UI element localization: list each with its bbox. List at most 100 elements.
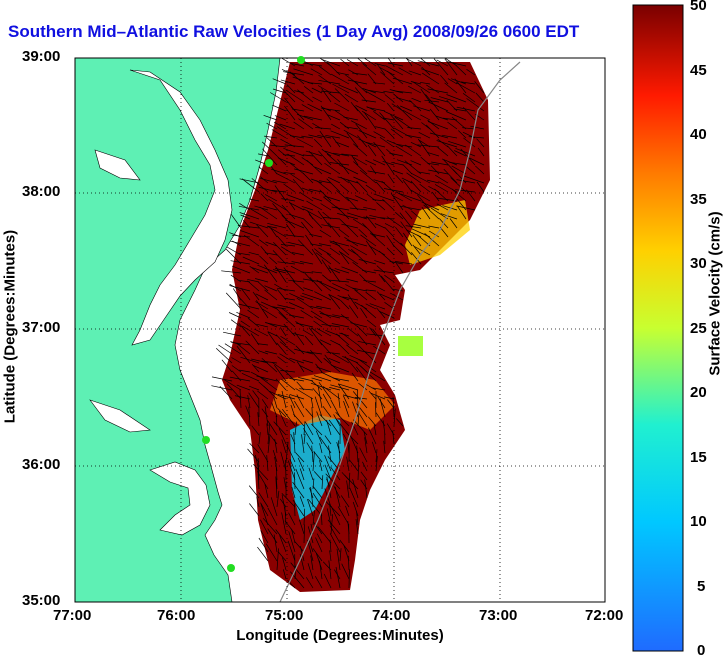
velocity-vector bbox=[267, 434, 271, 454]
velocity-vector bbox=[345, 431, 359, 445]
velocity-vector bbox=[349, 207, 368, 211]
velocity-vector bbox=[282, 569, 287, 580]
velocity-vector bbox=[352, 218, 368, 229]
velocity-vector bbox=[414, 246, 431, 256]
velocity-vector bbox=[383, 188, 404, 193]
velocity-vector bbox=[323, 217, 341, 220]
velocity-vector bbox=[294, 421, 297, 436]
velocity-vector bbox=[283, 234, 305, 238]
velocity-vector bbox=[276, 173, 296, 184]
velocity-vector bbox=[290, 106, 305, 121]
velocity-vector bbox=[311, 377, 323, 382]
velocity-vector bbox=[252, 291, 260, 301]
velocity-vector bbox=[340, 495, 350, 508]
velocity-vector bbox=[364, 437, 368, 454]
velocity-vector bbox=[282, 557, 287, 571]
velocity-vector bbox=[357, 58, 368, 67]
velocity-vector bbox=[433, 58, 449, 76]
velocity-vector bbox=[368, 390, 377, 400]
velocity-vector bbox=[394, 127, 413, 139]
velocity-vector bbox=[369, 303, 386, 310]
velocity-vector bbox=[367, 170, 386, 175]
velocity-vector bbox=[458, 130, 467, 139]
velocity-vector bbox=[283, 323, 296, 337]
velocity-vector bbox=[452, 62, 467, 76]
velocity-vector bbox=[264, 252, 278, 256]
velocity-vector bbox=[348, 472, 351, 490]
velocity-vector bbox=[276, 490, 280, 508]
velocity-vector bbox=[376, 307, 386, 319]
colorbar-tick-label: 20 bbox=[690, 384, 707, 401]
velocity-vector bbox=[363, 280, 377, 283]
velocity-vector bbox=[221, 270, 242, 274]
velocity-vector bbox=[454, 78, 467, 94]
velocity-vector bbox=[311, 87, 323, 94]
velocity-vector bbox=[314, 291, 332, 301]
velocity-vector bbox=[453, 108, 467, 112]
velocity-vector bbox=[242, 325, 260, 337]
velocity-vector bbox=[373, 269, 395, 274]
velocity-vector bbox=[276, 478, 278, 490]
velocity-vector bbox=[240, 214, 251, 220]
velocity-vector bbox=[260, 360, 278, 364]
velocity-vector bbox=[294, 541, 305, 553]
velocity-vector bbox=[365, 289, 377, 292]
velocity-vector bbox=[420, 68, 440, 76]
velocity-vector bbox=[240, 230, 260, 238]
velocity-vector bbox=[238, 322, 251, 337]
velocity-vector bbox=[239, 298, 251, 310]
velocity-vector bbox=[460, 81, 476, 85]
velocity-vector bbox=[370, 165, 377, 175]
velocity-vector bbox=[444, 82, 458, 94]
velocity-vector bbox=[462, 106, 476, 121]
velocity-vector bbox=[321, 475, 324, 490]
velocity-vector bbox=[322, 386, 341, 400]
velocity-vector bbox=[440, 74, 449, 85]
velocity-vector bbox=[356, 403, 368, 418]
velocity-vector bbox=[353, 143, 368, 157]
velocity-vector bbox=[234, 395, 251, 400]
velocity-vector bbox=[294, 90, 305, 94]
velocity-vector bbox=[260, 504, 269, 526]
velocity-vector bbox=[430, 97, 449, 103]
velocity-vector bbox=[266, 122, 278, 130]
velocity-field bbox=[222, 62, 490, 592]
velocity-vector bbox=[398, 67, 413, 76]
velocity-vector bbox=[344, 93, 359, 103]
velocity-vector bbox=[315, 252, 332, 265]
velocity-vector bbox=[297, 89, 314, 103]
velocity-vector bbox=[372, 199, 386, 202]
velocity-vector bbox=[353, 176, 368, 184]
velocity-vector bbox=[330, 384, 350, 391]
velocity-vector bbox=[345, 196, 359, 202]
velocity-vector bbox=[277, 261, 296, 265]
velocity-vector bbox=[231, 357, 242, 364]
velocity-vector bbox=[303, 524, 305, 544]
velocity-vector bbox=[308, 188, 323, 193]
velocity-vector bbox=[330, 399, 341, 418]
velocity-vector bbox=[400, 221, 413, 238]
velocity-vector bbox=[392, 397, 395, 418]
velocity-vector bbox=[346, 132, 359, 148]
velocity-vector bbox=[307, 498, 314, 517]
velocity-vector bbox=[248, 198, 260, 202]
velocity-vector bbox=[436, 140, 458, 148]
velocity-vector bbox=[299, 388, 314, 391]
velocity-vector bbox=[276, 235, 287, 247]
velocity-vector bbox=[396, 97, 413, 103]
velocity-vector bbox=[259, 206, 278, 220]
velocity-vector bbox=[350, 245, 368, 256]
velocity-vector bbox=[400, 105, 413, 112]
velocity-vector bbox=[257, 467, 260, 490]
velocity-vector bbox=[429, 132, 449, 139]
velocity-vector bbox=[318, 65, 332, 76]
velocity-vector bbox=[311, 423, 323, 436]
y-tick-label: 35:00 bbox=[22, 592, 61, 609]
velocity-vector bbox=[270, 92, 287, 103]
velocity-vector bbox=[341, 332, 359, 346]
velocity-vector bbox=[304, 335, 314, 346]
velocity-vector bbox=[357, 349, 377, 355]
velocity-vector bbox=[324, 354, 332, 364]
velocity-vector bbox=[247, 448, 260, 463]
velocity-vector bbox=[308, 150, 323, 166]
